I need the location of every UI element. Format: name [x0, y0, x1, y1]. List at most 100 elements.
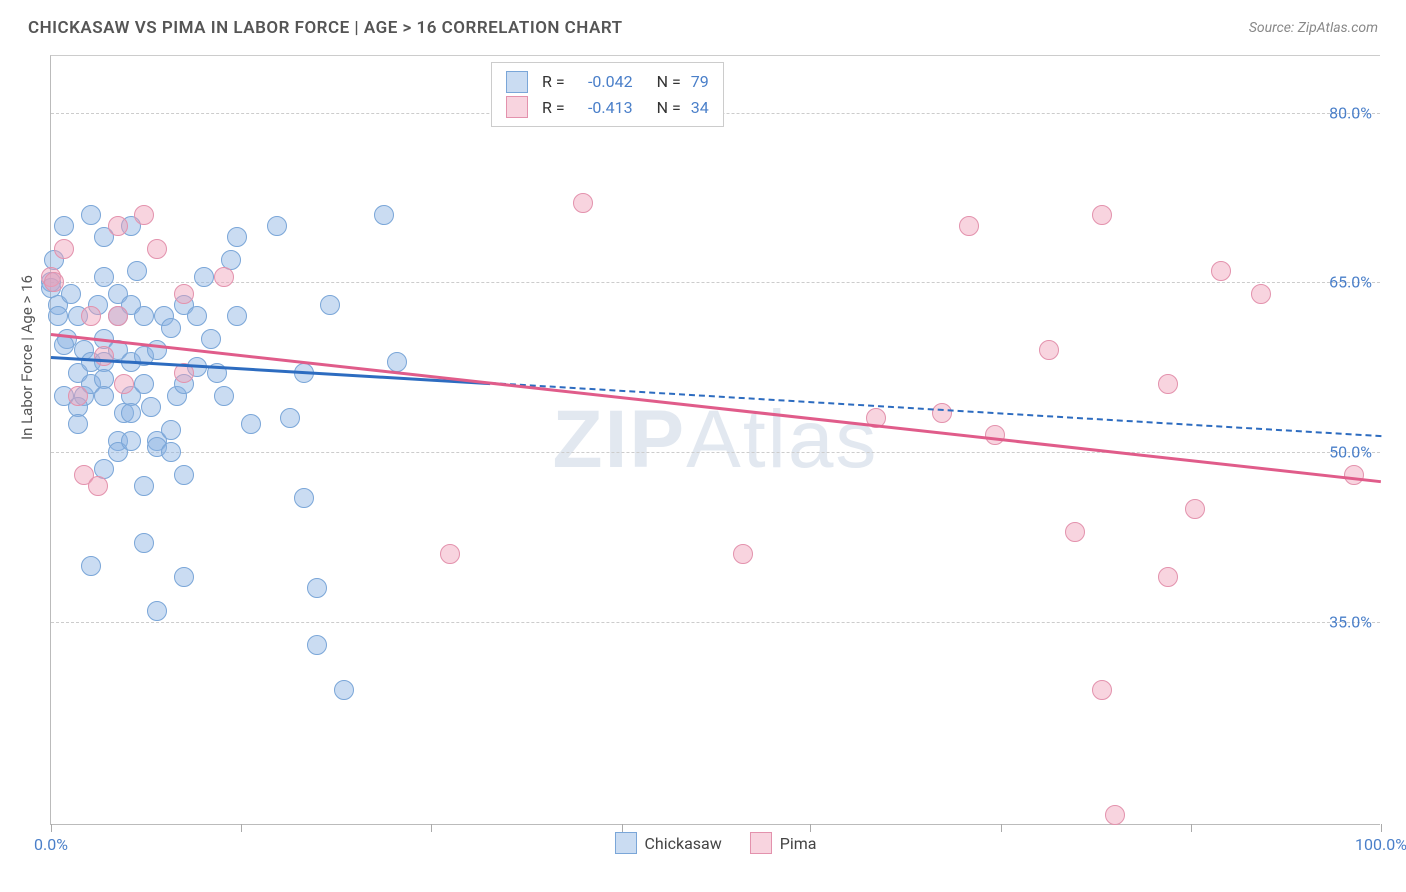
- scatter-point-pima: [88, 476, 108, 496]
- scatter-point-chickasaw: [280, 408, 300, 428]
- x-tick-mark: [1001, 824, 1002, 832]
- scatter-point-chickasaw: [54, 216, 74, 236]
- scatter-point-pima: [733, 544, 753, 564]
- scatter-point-chickasaw: [307, 635, 327, 655]
- scatter-point-chickasaw: [48, 306, 68, 326]
- series-legend: Chickasaw Pima: [614, 832, 816, 854]
- scatter-point-chickasaw: [161, 318, 181, 338]
- scatter-point-chickasaw: [68, 414, 88, 434]
- legend-series-label: Pima: [780, 834, 817, 853]
- scatter-point-chickasaw: [161, 420, 181, 440]
- source-label: Source: ZipAtlas.com: [1249, 20, 1378, 36]
- scatter-point-pima: [1211, 261, 1231, 281]
- scatter-point-chickasaw: [174, 567, 194, 587]
- correlation-legend: R = -0.042 N = 79 R = -0.413 N = 34: [491, 62, 724, 127]
- scatter-point-pima: [440, 544, 460, 564]
- scatter-point-chickasaw: [134, 374, 154, 394]
- legend-r-value: -0.042: [575, 69, 633, 95]
- scatter-point-chickasaw: [94, 267, 114, 287]
- scatter-point-chickasaw: [214, 386, 234, 406]
- y-tick-label: 80.0%: [1329, 103, 1372, 122]
- scatter-point-chickasaw: [201, 329, 221, 349]
- scatter-point-chickasaw: [334, 680, 354, 700]
- legend-n-value: 34: [691, 95, 709, 121]
- x-tick-mark: [1191, 824, 1192, 832]
- legend-n-value: 79: [691, 69, 709, 95]
- scatter-point-pima: [81, 306, 101, 326]
- scatter-point-chickasaw: [374, 205, 394, 225]
- scatter-point-pima: [959, 216, 979, 236]
- chart-title: CHICKASAW VS PIMA IN LABOR FORCE | AGE >…: [28, 18, 623, 38]
- scatter-point-pima: [1092, 205, 1112, 225]
- scatter-point-pima: [1092, 680, 1112, 700]
- scatter-point-chickasaw: [241, 414, 261, 434]
- scatter-point-pima: [68, 386, 88, 406]
- scatter-point-chickasaw: [121, 431, 141, 451]
- gridline: [51, 622, 1380, 623]
- y-axis-label: In Labor Force | Age > 16: [18, 275, 36, 440]
- trend-line: [51, 333, 1381, 483]
- scatter-point-chickasaw: [121, 403, 141, 423]
- scatter-point-pima: [932, 403, 952, 423]
- scatter-point-chickasaw: [147, 601, 167, 621]
- x-tick-mark: [1381, 824, 1382, 832]
- scatter-point-pima: [44, 272, 64, 292]
- x-tick-mark: [810, 824, 811, 832]
- scatter-point-pima: [1185, 499, 1205, 519]
- scatter-point-chickasaw: [161, 442, 181, 462]
- scatter-point-pima: [108, 306, 128, 326]
- gridline: [51, 282, 1380, 283]
- scatter-point-chickasaw: [134, 476, 154, 496]
- x-tick-label: 0.0%: [34, 835, 68, 854]
- scatter-point-pima: [54, 239, 74, 259]
- scatter-point-pima: [94, 346, 114, 366]
- legend-r-label: R =: [542, 69, 565, 95]
- scatter-point-pima: [1105, 805, 1125, 825]
- x-tick-mark: [431, 824, 432, 832]
- y-tick-label: 35.0%: [1329, 613, 1372, 632]
- scatter-point-chickasaw: [141, 397, 161, 417]
- y-tick-label: 65.0%: [1329, 273, 1372, 292]
- scatter-point-pima: [1039, 340, 1059, 360]
- scatter-point-chickasaw: [387, 352, 407, 372]
- legend-r-label: R =: [542, 95, 565, 121]
- scatter-point-pima: [1065, 522, 1085, 542]
- legend-item-pima: Pima: [750, 832, 817, 854]
- x-tick-mark: [241, 824, 242, 832]
- legend-item-chickasaw: Chickasaw: [614, 832, 721, 854]
- x-tick-mark: [622, 824, 623, 832]
- scatter-point-chickasaw: [134, 306, 154, 326]
- x-tick-mark: [51, 824, 52, 832]
- scatter-point-pima: [1344, 465, 1364, 485]
- scatter-point-chickasaw: [174, 465, 194, 485]
- y-tick-label: 50.0%: [1329, 443, 1372, 462]
- gridline: [51, 452, 1380, 453]
- scatter-point-pima: [1251, 284, 1271, 304]
- scatter-point-chickasaw: [81, 556, 101, 576]
- scatter-point-pima: [134, 205, 154, 225]
- scatter-point-chickasaw: [134, 533, 154, 553]
- legend-row-pima: R = -0.413 N = 34: [506, 95, 709, 121]
- scatter-point-pima: [985, 425, 1005, 445]
- legend-swatch: [614, 832, 636, 854]
- scatter-point-pima: [174, 284, 194, 304]
- scatter-point-chickasaw: [187, 306, 207, 326]
- scatter-point-pima: [108, 216, 128, 236]
- legend-n-label: N =: [657, 95, 681, 121]
- scatter-point-chickasaw: [267, 216, 287, 236]
- legend-n-label: N =: [657, 69, 681, 95]
- scatter-point-chickasaw: [81, 205, 101, 225]
- legend-r-value: -0.413: [575, 95, 633, 121]
- scatter-point-chickasaw: [320, 295, 340, 315]
- scatter-point-chickasaw: [61, 284, 81, 304]
- scatter-point-chickasaw: [294, 488, 314, 508]
- x-tick-label: 100.0%: [1355, 835, 1406, 854]
- scatter-point-chickasaw: [227, 306, 247, 326]
- legend-series-label: Chickasaw: [644, 834, 721, 853]
- scatter-chart: ZIPAtlas R =-0.042N =79R =-0.413N =34 Ch…: [50, 55, 1380, 825]
- scatter-point-chickasaw: [94, 386, 114, 406]
- scatter-point-chickasaw: [194, 267, 214, 287]
- scatter-point-pima: [573, 193, 593, 213]
- scatter-point-pima: [1158, 567, 1178, 587]
- scatter-point-pima: [1158, 374, 1178, 394]
